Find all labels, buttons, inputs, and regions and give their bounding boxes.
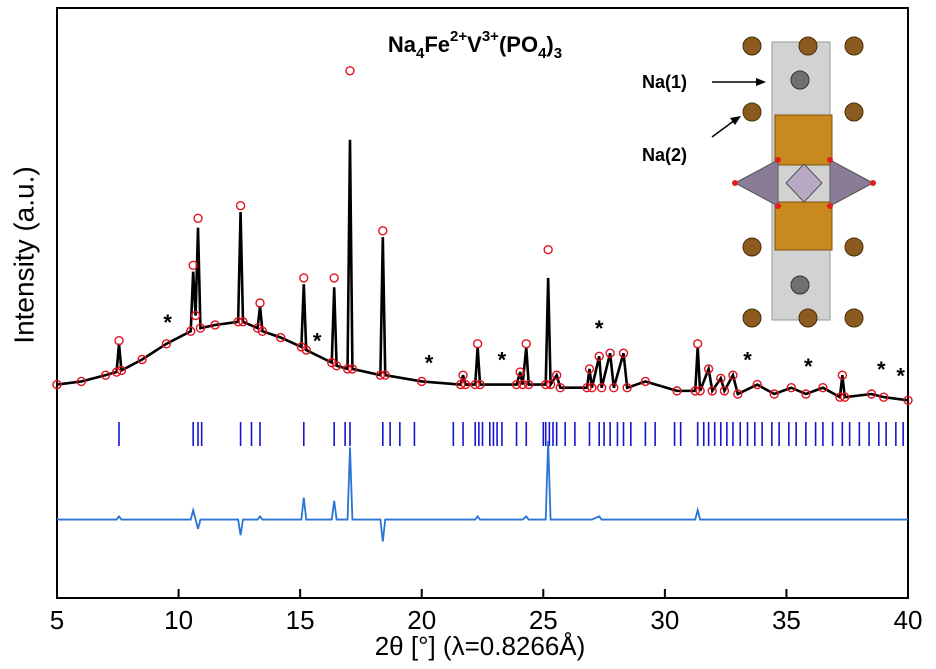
octahedron [775,115,832,165]
impurity-marker: * [313,329,322,354]
difference-line [57,441,908,541]
na1-atom [791,276,809,294]
chart-title: Na4Fe2+V3+(PO4)3 [388,28,562,62]
na-atom [845,309,863,327]
na-atom [799,309,817,327]
na-atom [743,309,761,327]
title-part: Na [388,32,417,57]
chart: Na4Fe2+V3+(PO4)3 2θ [°] (λ=0.8266Å) Inte… [0,0,936,664]
observed-point [115,337,123,345]
observed-point [694,340,702,348]
impurity-marker: * [498,348,507,373]
tetrahedron [830,160,873,206]
observed-point [330,274,338,282]
o-atom [775,157,781,163]
observed-point [256,299,264,307]
x-tick-label: 20 [407,605,436,635]
title-part: 3 [554,45,562,62]
x-tick-label: 10 [164,605,193,635]
impurity-marker: * [877,357,886,382]
na-atom [799,37,817,55]
na-atom [845,37,863,55]
o-atom [870,180,876,186]
observed-point [522,340,530,348]
impurity-marker: * [743,348,752,373]
o-atom [775,203,781,209]
observed-point [379,227,387,235]
x-tick-label: 30 [650,605,679,635]
na-atom [743,103,761,121]
title-part: 3+ [482,28,499,45]
title-part: ) [546,32,553,57]
na-atom [743,238,761,256]
x-tick-label: 35 [772,605,801,635]
y-axis-label: Intensity (a.u.) [8,166,39,343]
tetrahedron [735,160,778,206]
inset-label: Na(1) [642,72,687,92]
o-atom [732,180,738,186]
x-tick-label: 40 [894,605,923,635]
impurity-marker: * [595,316,604,341]
arrowhead [756,78,766,86]
inset-label: Na(2) [642,145,687,165]
title-part: Fe [424,32,450,57]
arrowhead [730,116,741,125]
o-atom [827,157,833,163]
observed-point [474,340,482,348]
observed-point [237,202,245,210]
impurity-marker: * [896,363,905,388]
na-atom [845,103,863,121]
impurity-marker: * [804,354,813,379]
x-axis-label: 2θ [°] (λ=0.8266Å) [375,631,586,661]
impurity-marker: * [425,351,434,376]
x-tick-label: 5 [50,605,64,635]
title-part: 2+ [450,28,467,45]
na-atom [845,238,863,256]
x-tick-label: 15 [286,605,315,635]
observed-point [194,214,202,222]
impurity-marker: * [163,310,172,335]
arrow [712,120,735,137]
o-atom [827,203,833,209]
octahedron [775,202,832,250]
title-part: V [467,32,482,57]
crystal-inset: Na(1) Na(2) [642,37,876,327]
title-part: (PO [499,32,538,57]
observed-point [346,67,354,75]
observed-point [544,246,552,254]
na1-atom [791,71,809,89]
observed-point [300,274,308,282]
x-tick-label: 25 [529,605,558,635]
na-atom [743,37,761,55]
